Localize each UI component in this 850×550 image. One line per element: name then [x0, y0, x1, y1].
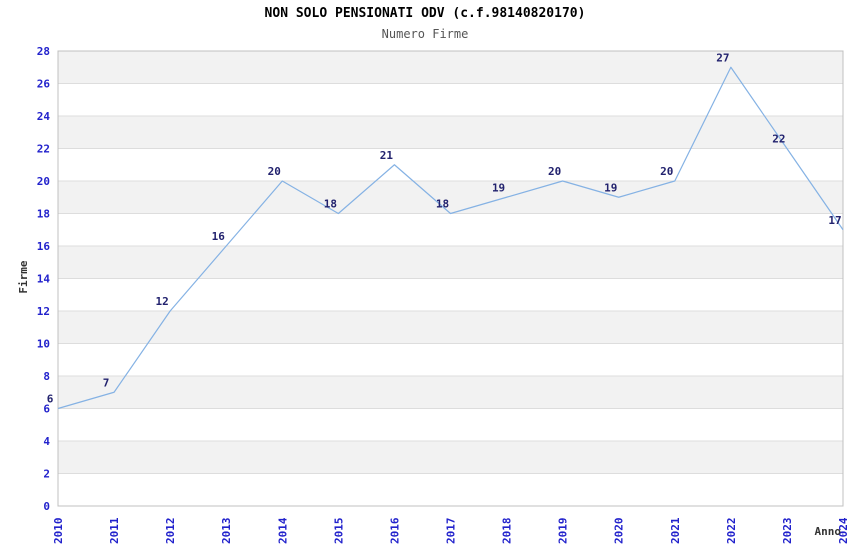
x-axis-label: Anno	[815, 525, 842, 538]
y-tick-label: 10	[37, 338, 50, 351]
y-tick-label: 8	[43, 370, 50, 383]
chart-subtitle: Numero Firme	[381, 27, 469, 41]
data-label: 12	[156, 295, 169, 308]
plot-band	[58, 311, 843, 344]
data-label: 16	[212, 230, 226, 243]
y-tick-label: 16	[37, 240, 51, 253]
x-tick-label: 2017	[445, 518, 458, 545]
data-label: 20	[660, 165, 673, 178]
y-tick-label: 14	[37, 273, 51, 286]
plot-band	[58, 116, 843, 149]
x-axis-ticks: 2010 2011 2012 2013 2014 2015 2016 2017 2018 2019…	[52, 517, 850, 544]
y-tick-label: 0	[43, 500, 50, 513]
data-label: 18	[436, 198, 449, 211]
y-tick-label: 26	[37, 78, 51, 91]
plot-border	[57, 50, 844, 507]
data-label: 20	[268, 165, 281, 178]
y-tick-label: 20	[37, 175, 50, 188]
y-tick-label: 24	[37, 110, 51, 123]
x-tick-label: 2015	[332, 518, 345, 545]
data-label: 19	[492, 181, 505, 194]
x-tick-label: 2019	[557, 518, 570, 545]
y-tick-label: 18	[37, 208, 50, 221]
plot-band	[58, 246, 843, 279]
y-tick-label: 22	[37, 143, 50, 156]
data-label: 21	[380, 149, 394, 162]
y-tick-label: 6	[43, 403, 50, 416]
y-axis-label: Firme	[17, 260, 30, 293]
data-label: 27	[716, 51, 729, 64]
data-label: 20	[548, 165, 561, 178]
plot-bands	[58, 51, 843, 474]
x-tick-label: 2020	[613, 518, 626, 545]
y-tick-label: 2	[43, 468, 50, 481]
x-tick-label: 2016	[388, 517, 401, 544]
data-label: 7	[103, 376, 110, 389]
x-tick-label: 2013	[220, 518, 233, 545]
x-tick-label: 2024	[837, 517, 850, 544]
data-label: 22	[772, 133, 785, 146]
x-tick-label: 2022	[725, 518, 738, 545]
x-tick-label: 2012	[164, 518, 177, 545]
y-tick-label: 12	[37, 305, 50, 318]
plot-band	[58, 51, 843, 84]
data-label: 17	[828, 214, 841, 227]
y-tick-label: 28	[37, 45, 50, 58]
data-line	[57, 66, 844, 410]
chart-title: NON SOLO PENSIONATI ODV (c.f.98140820170…	[264, 6, 586, 21]
x-tick-label: 2011	[108, 517, 121, 544]
x-tick-label: 2014	[276, 517, 289, 544]
data-label: 18	[324, 198, 337, 211]
x-tick-label: 2021	[669, 517, 682, 544]
x-tick-label: 2023	[781, 518, 794, 545]
x-tick-label: 2018	[501, 518, 514, 545]
data-label: 6	[47, 393, 54, 406]
data-labels: 6 7 12 16 20 18 21 18 19 20 19 20 27 22 17	[47, 51, 842, 405]
data-label: 19	[604, 181, 617, 194]
plot-band	[58, 376, 843, 409]
plot-band	[58, 441, 843, 474]
plot-band	[58, 181, 843, 214]
y-tick-label: 4	[43, 435, 50, 448]
x-tick-label: 2010	[52, 518, 65, 545]
